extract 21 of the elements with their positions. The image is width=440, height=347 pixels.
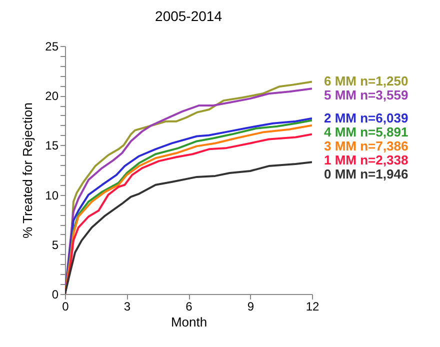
chart-title: 2005-2014 xyxy=(155,8,222,24)
series-label: 1 MM n=2,338 xyxy=(324,152,408,168)
x-tick-label: 12 xyxy=(306,300,320,314)
x-tick-label: 9 xyxy=(247,300,254,314)
y-tick-label: 10 xyxy=(45,188,59,202)
series-label: 6 MM n=1,250 xyxy=(324,74,408,89)
series-label: 0 MM n=1,946 xyxy=(324,166,408,182)
x-axis-title: Month xyxy=(170,314,208,330)
y-tick-label: 25 xyxy=(45,40,59,54)
x-tick-label: 3 xyxy=(124,300,131,314)
y-tick-label: 15 xyxy=(45,138,59,153)
series-label: 3 MM n=7,386 xyxy=(324,138,408,154)
x-tick-label: 0 xyxy=(62,300,70,314)
y-tick-label: 0 xyxy=(52,288,59,302)
x-tick-label: 6 xyxy=(186,300,193,314)
y-tick-label: 20 xyxy=(45,89,59,104)
series-label: 4 MM n=5,891 xyxy=(324,124,408,140)
y-axis-title: % Treated for Rejection xyxy=(20,102,36,238)
series-label: 2 MM n=6,039 xyxy=(324,110,408,126)
series-label: 5 MM n=3,559 xyxy=(324,88,408,103)
y-tick-label: 5 xyxy=(52,238,59,252)
